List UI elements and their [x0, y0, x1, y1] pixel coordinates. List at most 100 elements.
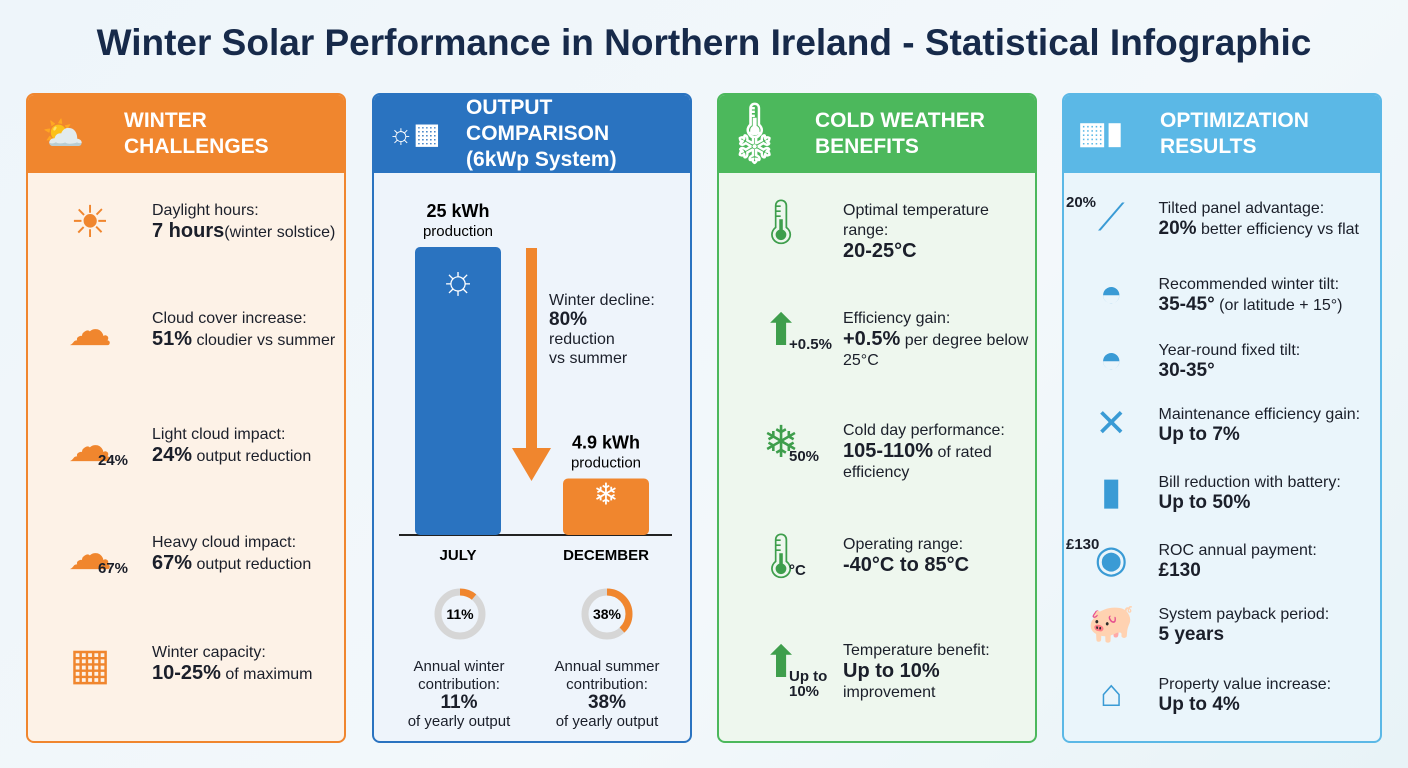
list-item: ✕ Maintenance efficiency gain: Up to 7%	[1064, 405, 1380, 446]
panel-battery-icon: ▦▮	[1078, 117, 1123, 150]
wrench-screwdriver-icon: ✕	[1095, 403, 1128, 445]
solar-panel-battery-icon: ▦	[69, 640, 111, 689]
house-arrow-icon: ⌂	[1099, 673, 1123, 715]
item-value: Up to 7%	[1158, 424, 1240, 445]
thermometer-check-icon: 🌡	[753, 198, 809, 247]
list-item: ▦ Winter capacity: 10-25% of maximum	[28, 643, 344, 687]
decline-arrow-head	[512, 448, 551, 481]
output-bar-chart: ☼ 25 kWh production JULY ❄ 4.9 kWh production D…	[399, 201, 672, 640]
category-label: JULY	[440, 547, 477, 564]
page-title: Winter Solar Performance in Northern Ire…	[96, 22, 1312, 63]
donut-fill	[434, 588, 486, 640]
item-label: Efficiency gain:	[843, 310, 951, 327]
item-value: 67%	[152, 552, 193, 574]
list-item: 🐖 System payback period: 5 years	[1064, 605, 1380, 646]
item-label: Optimal temperature range:	[843, 202, 989, 239]
icon-badge: Up to 10%	[789, 668, 828, 700]
winter-decline-label: Winter decline: 80% reduction vs summer	[549, 292, 655, 367]
list-item: ◓ Year-round fixed tilt: 30-35°	[1064, 341, 1380, 382]
list-item: ◓ Recommended winter tilt: 35-45° (or lat…	[1064, 275, 1380, 316]
panel-header: ☼▦ OUTPUT COMPARISON (6kWp System)	[374, 95, 690, 173]
item-label: Cold day performance:	[843, 422, 1005, 439]
dark-cloud-down-arrow-icon: ☁ 67%	[68, 530, 129, 579]
sun-icon: ☼	[440, 258, 477, 302]
list-item: ☀ Daylight hours: 7 hours(winter solstice…	[28, 201, 344, 245]
output-comparison-panel: ☼▦ OUTPUT COMPARISON (6kWp System) ☼ 25 kWh…	[372, 93, 692, 743]
list-item: 🌡 °C Operating range: -40°C to 85°C	[719, 535, 1035, 579]
item-suffix: cloudier vs summer	[192, 332, 336, 349]
item-label: Recommended winter tilt:	[1158, 276, 1340, 293]
item-suffix: of rated efficiency	[843, 444, 992, 481]
panel-title: WINTER	[124, 109, 207, 132]
icon-badge: °C	[789, 562, 806, 579]
piggy-bank-icon: 🐖	[1087, 603, 1135, 645]
item-value: 20%	[1158, 218, 1197, 239]
list-item: ⟋ 20% Tilted panel advantage: 20% better e…	[1064, 194, 1380, 240]
item-label: Light cloud impact:	[152, 426, 286, 443]
cloud-down-arrow-icon: ☁ 24%	[68, 422, 129, 471]
item-value: 30-35°	[1158, 360, 1215, 381]
thermometer-celsius-icon: 🌡 °C	[753, 532, 809, 581]
donut-caption-winter: Annual winter contribution: 11% of yearly o…	[407, 658, 511, 730]
item-label: ROC annual payment:	[1158, 542, 1317, 559]
list-item: ◉ £130 ROC annual payment: £130	[1064, 536, 1380, 582]
item-label: Heavy cloud impact:	[152, 534, 297, 551]
panel-title: OUTPUT COMPARISON	[466, 96, 610, 145]
item-suffix: per degree below 25°C	[843, 332, 1029, 369]
item-value: +0.5%	[843, 328, 901, 350]
panel-header: ⛅ WINTER CHALLENGES	[28, 95, 344, 173]
icon-badge: 24%	[98, 452, 129, 469]
up-arrow-thermometer-icon: ⬆ +0.5%	[762, 306, 832, 355]
icon-badge: 67%	[98, 560, 129, 577]
item-label: Temperature benefit:	[843, 642, 990, 659]
bar-value-sublabel: production	[423, 223, 493, 240]
battery-money-icon: ▮	[1100, 471, 1122, 513]
item-suffix: (winter solstice)	[224, 224, 336, 241]
item-label: Tilted panel advantage:	[1158, 200, 1325, 217]
item-suffix: improvement	[843, 684, 936, 701]
bar-july	[415, 247, 501, 535]
item-suffix: output reduction	[192, 448, 312, 465]
icon-badge: +0.5%	[789, 336, 832, 353]
bar-december	[563, 478, 649, 535]
thermometer-snowflake-icon: 🌡❄	[733, 102, 777, 166]
category-label: DECEMBER	[563, 547, 649, 564]
sun-cloud-icon: ⛅	[42, 115, 85, 153]
list-item: ☁ 67% Heavy cloud impact: 67% output reduc…	[28, 533, 344, 577]
cold-weather-benefits-panel: 🌡❄ COLD WEATHER BENEFITS 🌡 Optimal tempera…	[717, 93, 1037, 743]
item-value: Up to 4%	[1158, 694, 1240, 715]
icon-badge: 50%	[789, 448, 820, 465]
item-label: Operating range:	[843, 536, 964, 553]
item-value: Up to 10%	[843, 660, 940, 682]
item-label: System payback period:	[1158, 606, 1330, 623]
winter-challenges-panel: ⛅ WINTER CHALLENGES ☀ Daylight hours: 7 hou…	[26, 93, 346, 743]
item-label: Property value increase:	[1158, 676, 1332, 693]
item-value: £130	[1158, 560, 1201, 581]
item-suffix: better efficiency vs flat	[1196, 221, 1359, 238]
item-label: Bill reduction with battery:	[1158, 474, 1341, 491]
panel-title: CHALLENGES	[124, 135, 269, 158]
bar-value-label: 25 kWh	[426, 201, 489, 221]
icon-badge: £130	[1066, 536, 1100, 553]
item-value: 5 years	[1158, 624, 1225, 645]
item-suffix: of maximum	[220, 666, 313, 683]
snowflake-panel-icon: ❄ 50%	[762, 418, 820, 467]
list-item: ⌂ Property value increase: Up to 4%	[1064, 675, 1380, 716]
sun-clock-icon: ☀	[70, 198, 110, 247]
item-suffix: (or latitude + 15°)	[1214, 297, 1343, 314]
item-value: 24%	[152, 444, 193, 466]
up-arrow-panel-icon: ⬆ Up to 10%	[719, 641, 843, 700]
item-value: 10-25%	[152, 662, 221, 684]
tilted-panel-icon: ⟋ 20%	[1066, 194, 1125, 239]
item-value: Up to 50%	[1158, 492, 1251, 513]
bar-value-sublabel: production	[571, 455, 641, 472]
panel-title: BENEFITS	[815, 135, 919, 158]
icon-badge: 20%	[1066, 194, 1097, 211]
cloud-up-arrow-icon: ☁	[68, 306, 112, 355]
item-label: Winter capacity:	[152, 644, 266, 661]
item-value: 20-25°C	[843, 240, 917, 262]
sun-panels-icon: ☼▦	[388, 118, 441, 149]
optimization-results-panel: ▦▮ OPTIMIZATION RESULTS ⟋ 20% Tilted panel …	[1062, 93, 1382, 743]
protractor-icon: ◓	[1099, 339, 1123, 381]
money-bag-icon: ◉ £130	[1066, 536, 1128, 581]
